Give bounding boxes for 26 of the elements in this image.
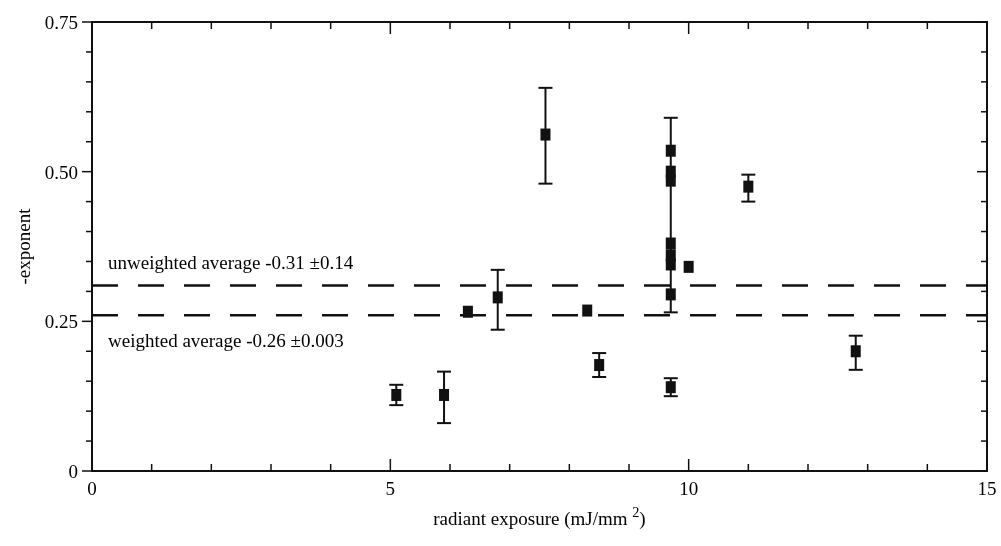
point xyxy=(850,345,861,358)
y-tick-label: 0 xyxy=(68,461,78,482)
x-axis-title: radiant exposure (mJ/mm $^{2}$) xyxy=(433,504,646,530)
x-tick-label: 0 xyxy=(87,478,97,499)
point xyxy=(665,381,676,394)
y-tick-label: 0.75 xyxy=(44,12,78,33)
y-tick-label: 0.25 xyxy=(44,311,78,333)
y-axis-title: -exponent xyxy=(13,207,34,285)
point xyxy=(743,180,754,193)
point xyxy=(594,359,605,372)
ref-line-label: weighted average -0.26 ±0.003 xyxy=(108,330,344,352)
point xyxy=(665,258,676,271)
point xyxy=(540,128,551,141)
x-tick-label: 5 xyxy=(385,478,396,499)
point xyxy=(582,304,593,317)
point xyxy=(492,291,503,304)
y-tick-label: 0.50 xyxy=(44,161,78,183)
point xyxy=(439,388,450,401)
point xyxy=(665,237,676,250)
x-tick-label: 10 xyxy=(679,478,699,499)
ref-line-label: unweighted average -0.31 ±0.14 xyxy=(108,252,354,274)
point xyxy=(665,288,676,301)
point xyxy=(391,388,402,401)
point xyxy=(462,305,473,318)
x-tick-label: 15 xyxy=(977,478,997,499)
point xyxy=(683,260,694,273)
